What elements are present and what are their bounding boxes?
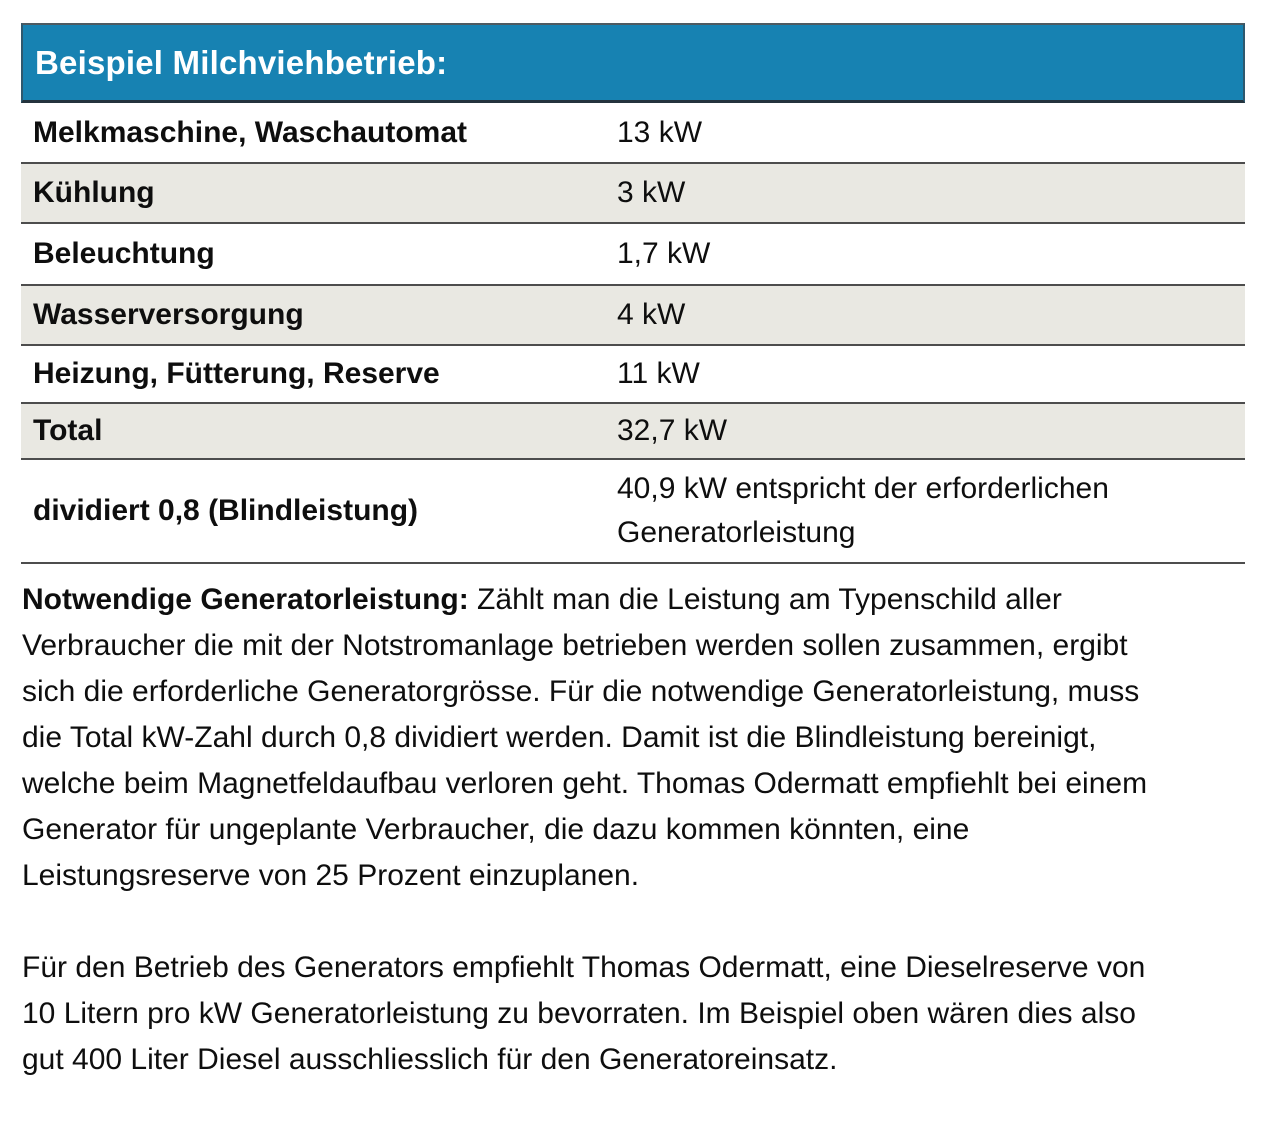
- table-title: Beispiel Milchviehbetrieb:: [35, 43, 448, 81]
- row-label: Melkmaschine, Waschautomat: [33, 115, 468, 149]
- table-row-total: Total 32,7 kW: [21, 402, 1245, 460]
- row-value: 4 kW: [617, 298, 686, 331]
- example-table: Beispiel Milchviehbetrieb: Melkmaschine,…: [21, 23, 1245, 564]
- row-label: Kühlung: [33, 176, 155, 209]
- row-value: 32,7 kW: [617, 414, 728, 447]
- paragraph-lines: Für den Betrieb des Generators empfiehlt…: [22, 951, 1146, 1076]
- paragraph-first-line: Notwendige Generatorleistung: Zählt man …: [22, 577, 1267, 623]
- table-row: Kühlung 3 kW: [21, 162, 1245, 224]
- table-row: Wasserversorgung 4 kW: [21, 284, 1245, 346]
- row-label: Wasserversorgung: [33, 298, 304, 331]
- table-row: Beleuchtung 1,7 kW: [21, 224, 1245, 284]
- row-label: Beleuchtung: [33, 237, 215, 270]
- row-label: dividiert 0,8 (Blindleistung): [33, 494, 419, 527]
- table-header: Beispiel Milchviehbetrieb:: [21, 23, 1245, 103]
- paragraph-lines: Verbraucher die mit der Notstromanlage b…: [22, 629, 1148, 892]
- row-label: Total: [33, 414, 103, 447]
- paragraph-diesel-reserve: Für den Betrieb des Generators empfiehlt…: [22, 945, 1267, 1083]
- row-value: 11 kW: [617, 357, 700, 390]
- row-label: Heizung, Fütterung, Reserve: [33, 357, 440, 390]
- paragraph-lead-rest: Zählt man die Leistung am Typenschild al…: [468, 583, 1062, 616]
- paragraph-generator-power: Notwendige Generatorleistung: Zählt man …: [22, 577, 1267, 899]
- row-value: 13 kW: [617, 115, 703, 149]
- paragraph-lead: Notwendige Generatorleistung:: [22, 583, 469, 616]
- table-row: Heizung, Fütterung, Reserve 11 kW: [21, 346, 1245, 402]
- row-value: 1,7 kW: [617, 237, 711, 270]
- table-row-generator-result: dividiert 0,8 (Blindleistung) 40,9 kW en…: [21, 460, 1245, 564]
- row-value: 40,9 kW entspricht der erforderlichen Ge…: [617, 472, 1109, 549]
- table-row: Melkmaschine, Waschautomat 13 kW: [21, 103, 1245, 162]
- body-text: Notwendige Generatorleistung: Zählt man …: [22, 577, 1267, 1083]
- row-value: 3 kW: [617, 176, 686, 209]
